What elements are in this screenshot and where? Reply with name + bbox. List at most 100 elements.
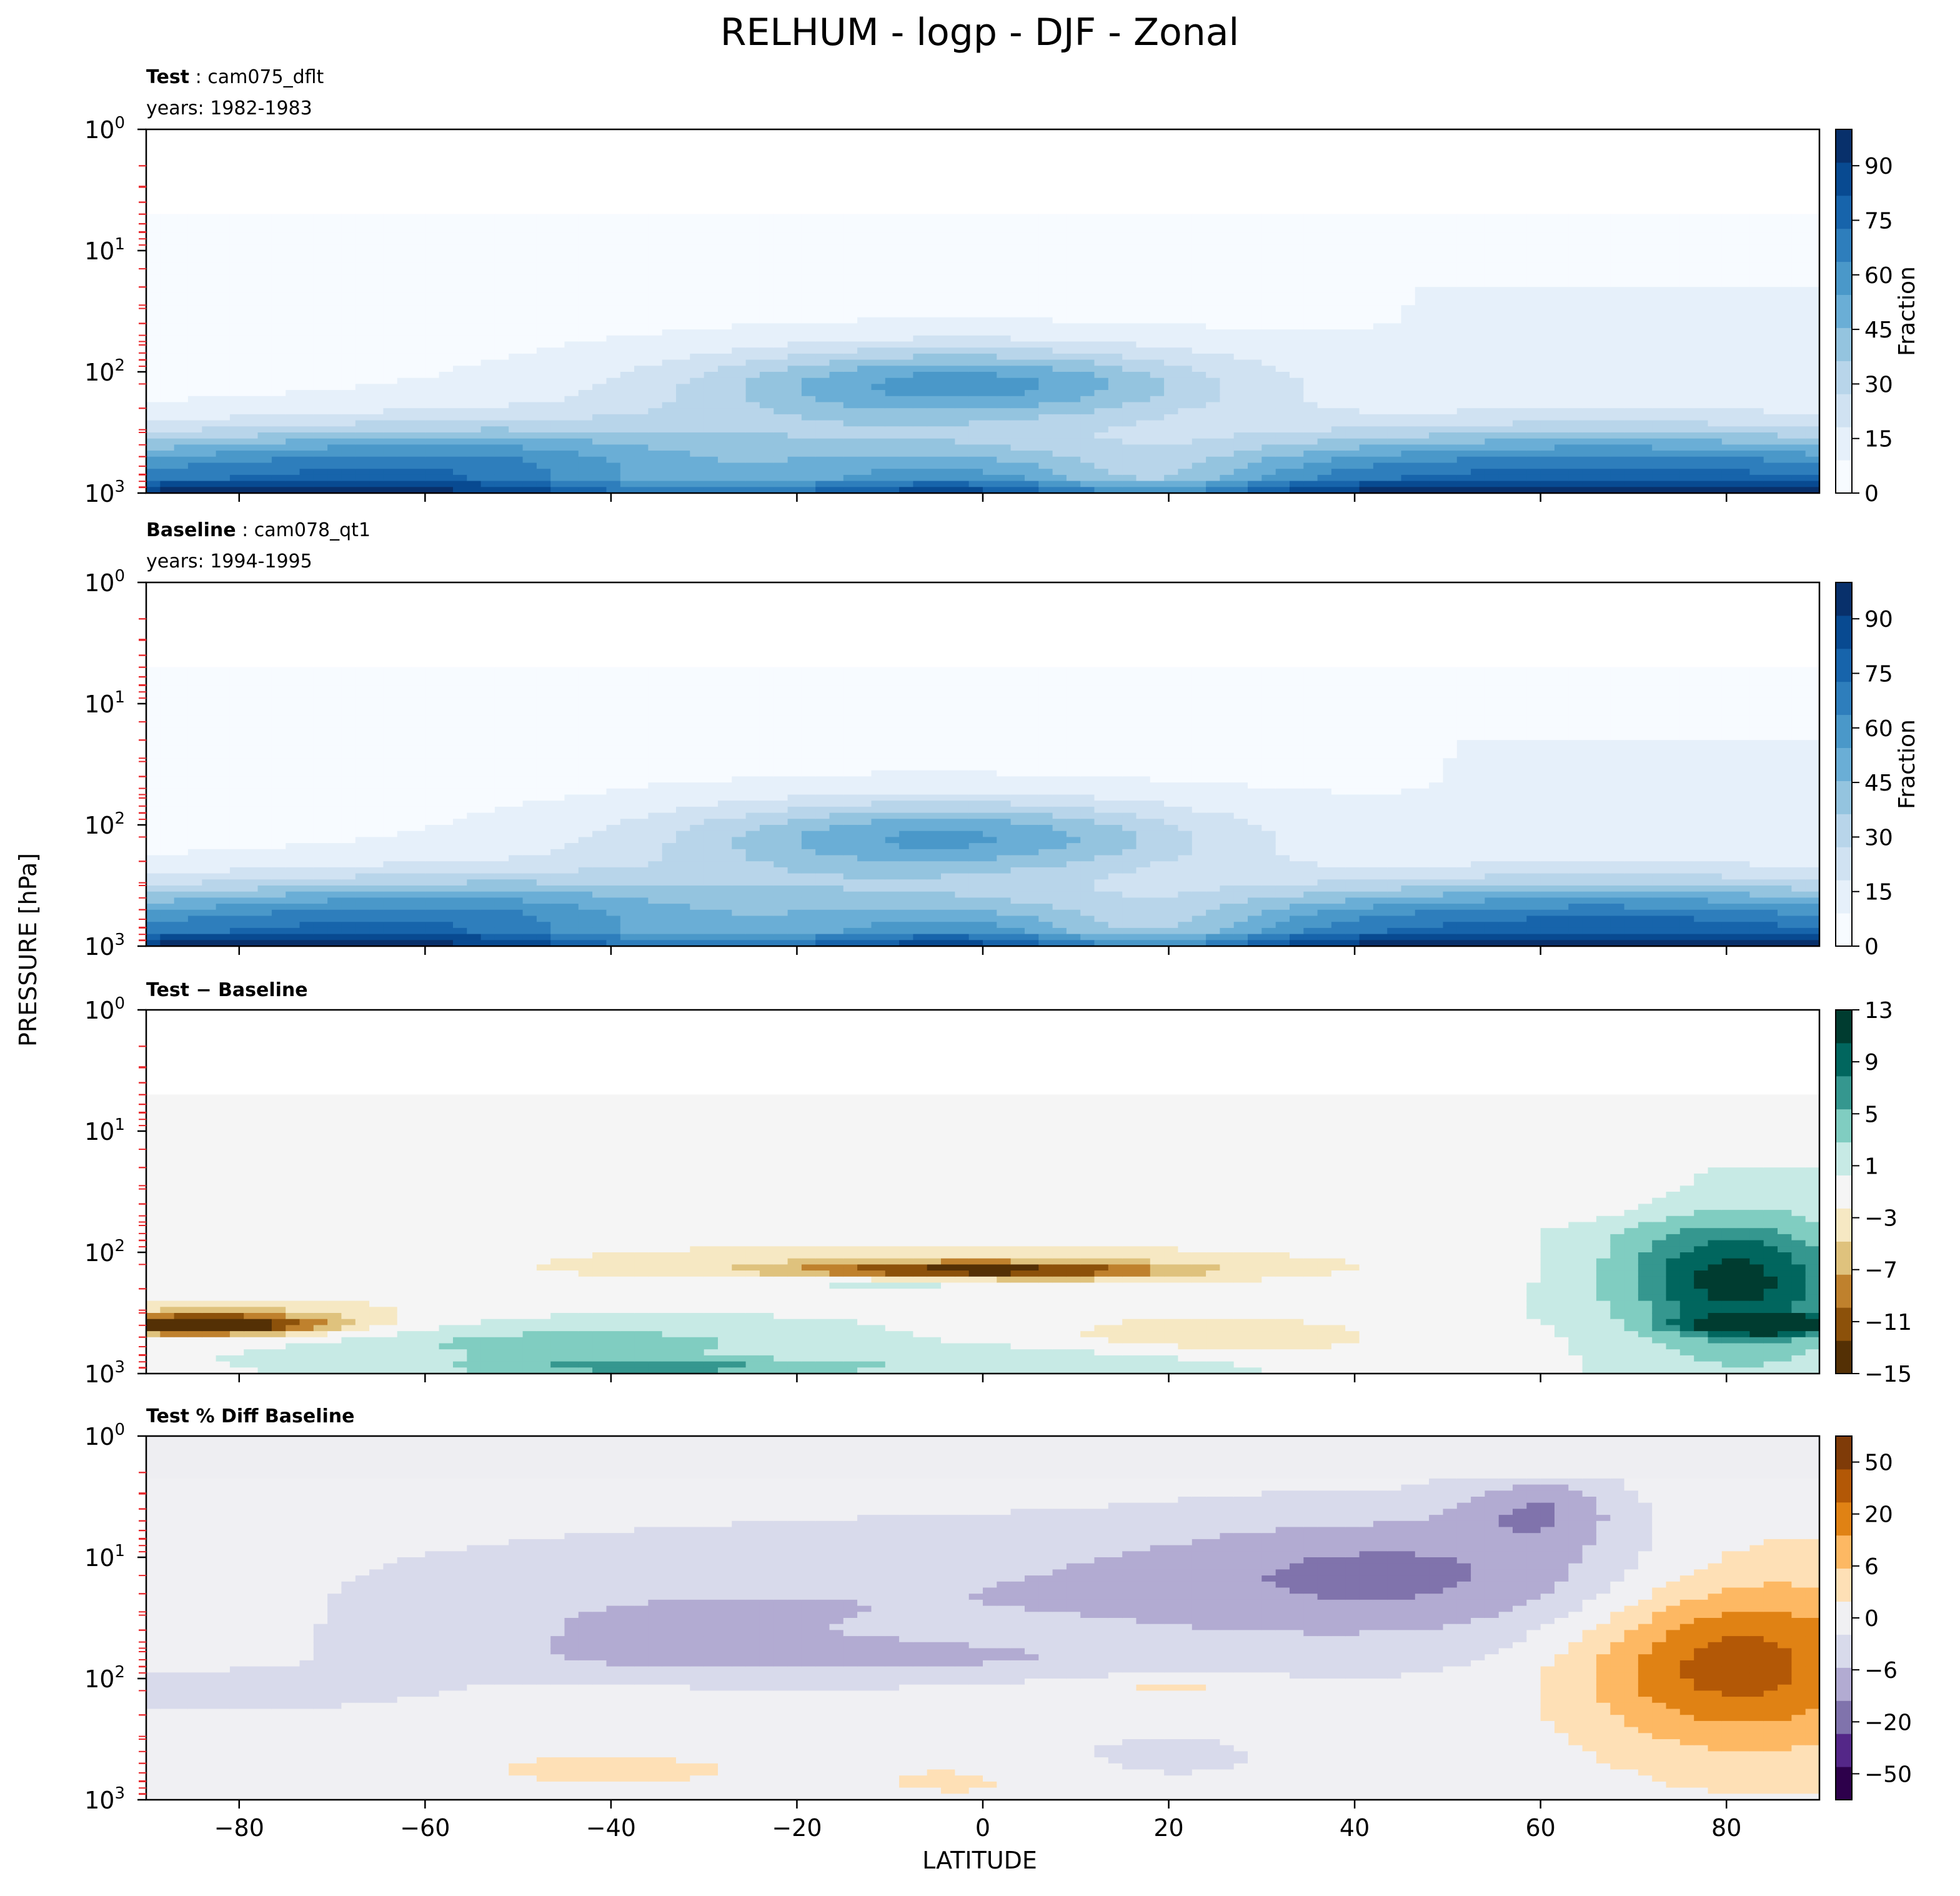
- heatmap-cell: [1568, 426, 1583, 433]
- heatmap-cell: [1025, 408, 1039, 415]
- heatmap-cell: [1276, 475, 1290, 482]
- heatmap-cell: [802, 323, 816, 330]
- heatmap-cell: [327, 372, 342, 379]
- heatmap-cell: [383, 396, 397, 403]
- heatmap-cell: [1053, 262, 1067, 269]
- heatmap-cell: [1025, 366, 1039, 372]
- heatmap-cell: [955, 226, 969, 233]
- heatmap-cell: [1095, 457, 1109, 464]
- heatmap-cell: [1331, 305, 1346, 312]
- heatmap-cell: [383, 481, 397, 488]
- heatmap-cell: [830, 342, 844, 349]
- heatmap-cell: [1164, 463, 1178, 470]
- heatmap-cell: [453, 463, 467, 470]
- heatmap-cell: [592, 347, 607, 354]
- heatmap-cell: [1080, 390, 1095, 397]
- heatmap-cell: [704, 329, 719, 336]
- heatmap-cell: [579, 354, 593, 361]
- heatmap-cell: [341, 251, 356, 257]
- heatmap-cell: [1303, 269, 1318, 276]
- heatmap-cell: [1234, 384, 1248, 391]
- heatmap-cell: [857, 305, 872, 312]
- heatmap-cell: [1457, 221, 1471, 227]
- heatmap-cell: [1610, 439, 1624, 446]
- heatmap-cell: [1331, 402, 1346, 409]
- heatmap-cell: [1429, 275, 1443, 282]
- heatmap-cell: [383, 281, 397, 288]
- heatmap-cell: [523, 226, 537, 233]
- heatmap-cell: [1526, 323, 1541, 330]
- heatmap-cell: [300, 305, 314, 312]
- heatmap-cell: [1596, 475, 1611, 482]
- heatmap-cell: [732, 384, 746, 391]
- heatmap-cell: [788, 275, 802, 282]
- heatmap-cell: [774, 269, 788, 276]
- heatmap-cell: [718, 342, 732, 349]
- heatmap-cell: [634, 439, 649, 446]
- heatmap-cell: [523, 251, 537, 257]
- heatmap-cell: [913, 366, 927, 372]
- heatmap-cell: [1499, 342, 1513, 349]
- heatmap-cell: [1192, 414, 1206, 421]
- heatmap-cell: [202, 396, 216, 403]
- heatmap-cell: [732, 426, 746, 433]
- heatmap-cell: [509, 299, 523, 306]
- heatmap-cell: [1583, 396, 1597, 403]
- heatmap-cell: [732, 251, 746, 257]
- heatmap-cell: [481, 299, 495, 306]
- heatmap-cell: [1568, 378, 1583, 385]
- heatmap-cell: [830, 414, 844, 421]
- heatmap-cell: [704, 244, 719, 251]
- heatmap-cell: [1471, 293, 1485, 300]
- heatmap-cell: [1290, 221, 1304, 227]
- heatmap-cell: [1443, 414, 1458, 421]
- heatmap-cell: [286, 251, 300, 257]
- heatmap-cell: [634, 390, 649, 397]
- heatmap-cell: [1276, 329, 1290, 336]
- heatmap-cell: [634, 414, 649, 421]
- heatmap-cell: [467, 342, 481, 349]
- heatmap-cell: [1234, 329, 1248, 336]
- heatmap-cell: [592, 317, 607, 324]
- heatmap-cell: [230, 402, 244, 409]
- heatmap-cell: [579, 239, 593, 246]
- heatmap-cell: [774, 439, 788, 446]
- heatmap-cell: [1360, 378, 1374, 385]
- heatmap-cell: [1290, 257, 1304, 264]
- heatmap-cell: [955, 323, 969, 330]
- heatmap-cell: [913, 414, 927, 421]
- heatmap-cell: [550, 366, 565, 372]
- heatmap-cell: [1192, 281, 1206, 288]
- heatmap-cell: [1108, 347, 1123, 354]
- heatmap-cell: [1122, 311, 1137, 318]
- heatmap-cell: [1220, 384, 1234, 391]
- heatmap-cell: [774, 463, 788, 470]
- heatmap-cell: [565, 396, 579, 403]
- heatmap-cell: [802, 463, 816, 470]
- heatmap-cell: [1261, 396, 1276, 403]
- heatmap-cell: [1415, 287, 1430, 294]
- heatmap-cell: [718, 421, 732, 427]
- heatmap-cell: [1345, 439, 1360, 446]
- heatmap-cell: [509, 360, 523, 367]
- heatmap-cell: [1150, 251, 1165, 257]
- heatmap-cell: [314, 214, 328, 221]
- heatmap-cell: [969, 293, 983, 300]
- heatmap-cell: [509, 329, 523, 336]
- heatmap-cell: [815, 299, 830, 306]
- heatmap-cell: [1108, 360, 1123, 367]
- heatmap-cell: [1303, 475, 1318, 482]
- heatmap-cell: [341, 481, 356, 488]
- heatmap-cell: [830, 293, 844, 300]
- heatmap-cell: [997, 257, 1011, 264]
- heatmap-cell: [216, 372, 231, 379]
- heatmap-cell: [216, 360, 231, 367]
- heatmap-cell: [1192, 287, 1206, 294]
- heatmap-cell: [1345, 469, 1360, 476]
- heatmap-cell: [1178, 396, 1192, 403]
- heatmap-cell: [885, 214, 900, 221]
- heatmap-cell: [760, 299, 774, 306]
- heatmap-cell: [286, 329, 300, 336]
- heatmap-cell: [467, 323, 481, 330]
- heatmap-cell: [1108, 475, 1123, 482]
